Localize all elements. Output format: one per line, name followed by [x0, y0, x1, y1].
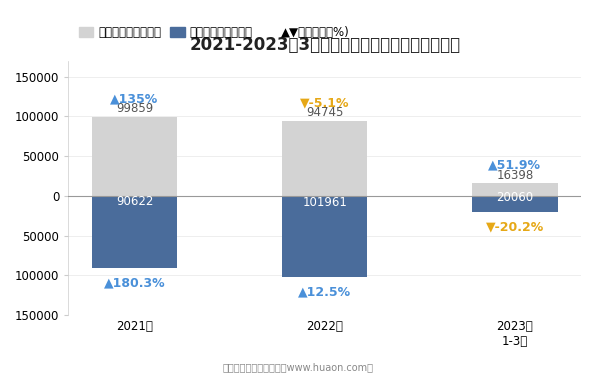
Text: ▼-20.2%: ▼-20.2%: [486, 221, 544, 233]
Text: ▲12.5%: ▲12.5%: [298, 285, 351, 298]
Bar: [282, 196, 368, 277]
Bar: [472, 196, 558, 212]
Text: ▲135%: ▲135%: [110, 92, 159, 105]
Text: 20060: 20060: [496, 191, 533, 203]
Text: 制图：华经产业研究所（www.huaon.com）: 制图：华经产业研究所（www.huaon.com）: [222, 362, 374, 372]
Bar: [472, 183, 558, 196]
Bar: [92, 196, 177, 268]
Text: 101961: 101961: [302, 196, 347, 209]
Text: 16398: 16398: [496, 169, 533, 182]
Legend: 出口总额（万美元）, 进口总额（万美元）, ▲▼同比增速（%): 出口总额（万美元）, 进口总额（万美元）, ▲▼同比增速（%): [74, 21, 354, 43]
Bar: [282, 121, 368, 196]
Text: ▼-5.1%: ▼-5.1%: [300, 96, 349, 110]
Text: ▲51.9%: ▲51.9%: [488, 159, 541, 172]
Text: 94745: 94745: [306, 107, 343, 119]
Text: ▲180.3%: ▲180.3%: [104, 276, 165, 289]
Text: 90622: 90622: [116, 195, 153, 208]
Title: 2021-2023年3月重庆涪陵综合保税区进、出口额: 2021-2023年3月重庆涪陵综合保税区进、出口额: [189, 36, 460, 54]
Bar: [92, 117, 177, 196]
Text: 99859: 99859: [116, 102, 153, 116]
